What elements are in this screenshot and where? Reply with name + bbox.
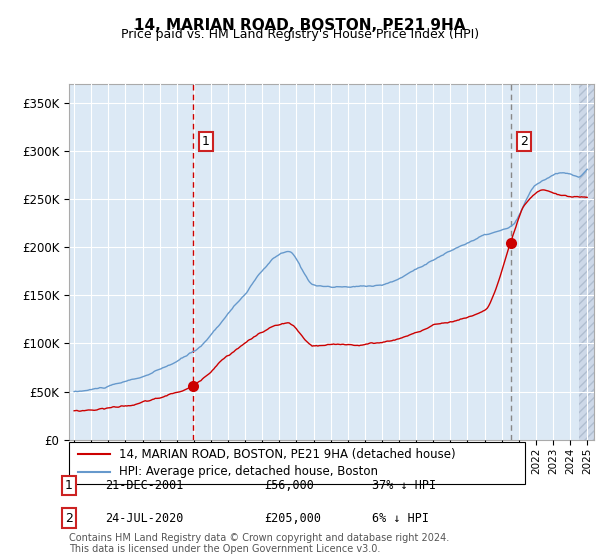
Text: 24-JUL-2020: 24-JUL-2020 — [105, 511, 184, 525]
Text: 1: 1 — [65, 479, 73, 492]
Text: Contains HM Land Registry data © Crown copyright and database right 2024.
This d: Contains HM Land Registry data © Crown c… — [69, 533, 449, 554]
Text: £205,000: £205,000 — [264, 511, 321, 525]
Text: 2: 2 — [520, 135, 527, 148]
Text: 2: 2 — [65, 511, 73, 525]
Text: £56,000: £56,000 — [264, 479, 314, 492]
Text: 6% ↓ HPI: 6% ↓ HPI — [372, 511, 429, 525]
Text: 37% ↓ HPI: 37% ↓ HPI — [372, 479, 436, 492]
Bar — [578, 84, 596, 440]
Text: 14, MARIAN ROAD, BOSTON, PE21 9HA: 14, MARIAN ROAD, BOSTON, PE21 9HA — [134, 18, 466, 33]
Text: HPI: Average price, detached house, Boston: HPI: Average price, detached house, Bost… — [119, 465, 378, 478]
FancyBboxPatch shape — [69, 442, 525, 484]
Text: 21-DEC-2001: 21-DEC-2001 — [105, 479, 184, 492]
Text: Price paid vs. HM Land Registry's House Price Index (HPI): Price paid vs. HM Land Registry's House … — [121, 28, 479, 41]
Text: 1: 1 — [202, 135, 210, 148]
Text: 14, MARIAN ROAD, BOSTON, PE21 9HA (detached house): 14, MARIAN ROAD, BOSTON, PE21 9HA (detac… — [119, 447, 456, 461]
